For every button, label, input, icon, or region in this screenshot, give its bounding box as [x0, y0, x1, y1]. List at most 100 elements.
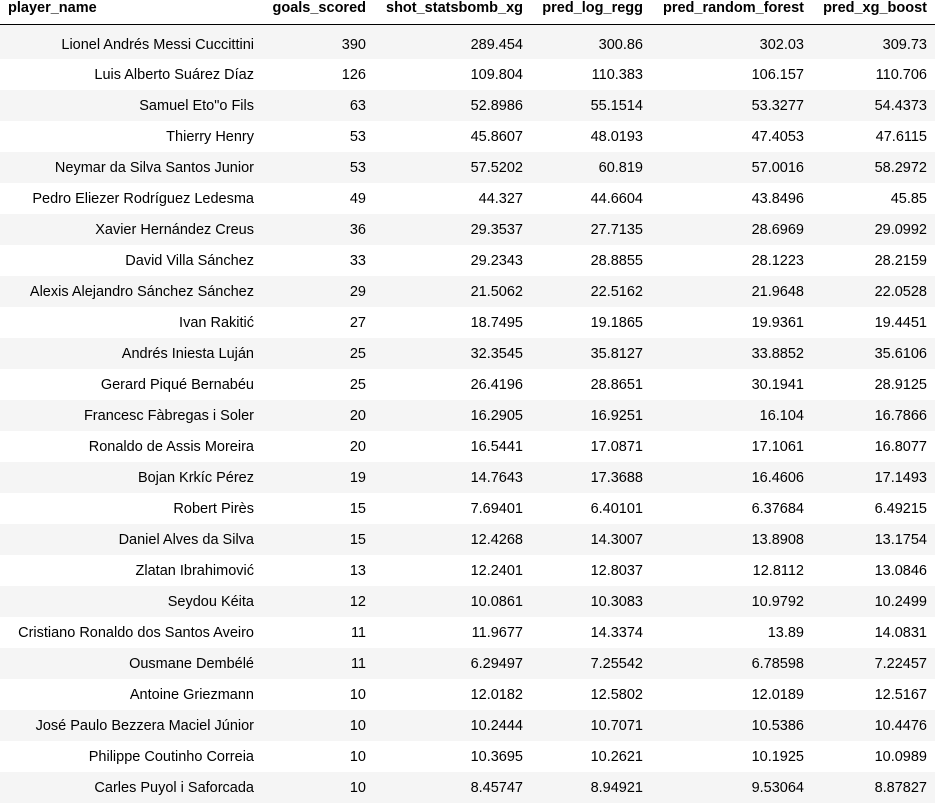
cell-pred-xg-boost: 10.4476: [874, 717, 927, 734]
cell-goals-scored: 19: [349, 469, 366, 486]
cell-pred-xg-boost: 47.6115: [875, 128, 927, 145]
cell-pred-log-regg: 19.1865: [590, 314, 643, 331]
cell-shot-statsbomb-xg: 29.3537: [470, 221, 523, 238]
cell-goals-scored: 49: [349, 190, 366, 207]
table-row: Xavier Hernández Creus 36 29.3537 27.7135 28…: [0, 214, 935, 245]
cell-pred-log-regg: 10.2621: [590, 748, 643, 765]
cell-pred-log-regg: 28.8855: [590, 252, 643, 269]
cell-pred-random-forest: 10.5386: [751, 717, 804, 734]
table-row: Cristiano Ronaldo dos Santos Aveiro 11 11.…: [0, 617, 935, 648]
table-header: player_name goals_scored shot_statsbomb_…: [0, 0, 935, 24]
cell-shot-statsbomb-xg: 21.5062: [470, 283, 523, 300]
cell-pred-random-forest: 12.0189: [751, 686, 804, 703]
cell-player-name: Samuel Eto"o Fils: [139, 97, 254, 114]
header-goals-scored: goals_scored: [272, 0, 367, 16]
cell-pred-log-regg: 44.6604: [590, 190, 643, 207]
cell-goals-scored: 10: [349, 717, 366, 734]
header-shot-statsbomb-xg: shot_statsbomb_xg: [386, 0, 523, 16]
cell-pred-log-regg: 14.3007: [590, 531, 643, 548]
cell-shot-statsbomb-xg: 44.327: [478, 190, 523, 207]
cell-goals-scored: 53: [349, 128, 366, 145]
table-row: Antoine Griezmann 10 12.0182 12.5802 12.0189…: [0, 679, 935, 710]
cell-goals-scored: 10: [349, 779, 366, 796]
cell-pred-random-forest: 33.8852: [751, 345, 804, 362]
cell-player-name: Antoine Griezmann: [129, 686, 254, 703]
table-row: Neymar da Silva Santos Junior 53 57.5202 60…: [0, 152, 935, 183]
table-row: Ronaldo de Assis Moreira 20 16.5441 17.0871…: [0, 431, 935, 462]
header-pred-xg-boost: pred_xg_boost: [823, 0, 927, 16]
table-row: Andrés Iniesta Luján 25 32.3545 35.8127 33.8…: [0, 338, 935, 369]
cell-pred-xg-boost: 13.0846: [874, 562, 927, 579]
cell-pred-log-regg: 7.25542: [590, 655, 643, 672]
cell-player-name: Lionel Andrés Messi Cuccittini: [61, 36, 254, 53]
cell-pred-log-regg: 12.5802: [590, 686, 643, 703]
cell-goals-scored: 13: [349, 562, 366, 579]
table-body: Lionel Andrés Messi Cuccittini 390 289.454…: [0, 24, 935, 803]
cell-pred-random-forest: 6.37684: [751, 500, 804, 517]
cell-pred-random-forest: 21.9648: [751, 283, 804, 300]
cell-pred-random-forest: 6.78598: [751, 655, 804, 672]
cell-pred-xg-boost: 19.4451: [874, 314, 927, 331]
cell-pred-log-regg: 27.7135: [590, 221, 643, 238]
cell-pred-log-regg: 17.3688: [590, 469, 643, 486]
cell-pred-xg-boost: 10.2499: [874, 593, 927, 610]
cell-shot-statsbomb-xg: 10.3695: [470, 748, 523, 765]
table-row: Seydou Kéita 12 10.0861 10.3083 10.9792 10.24…: [0, 586, 935, 617]
cell-pred-xg-boost: 54.4373: [874, 97, 927, 114]
cell-pred-random-forest: 17.1061: [751, 438, 804, 455]
cell-pred-log-regg: 14.3374: [590, 624, 643, 641]
cell-shot-statsbomb-xg: 109.804: [470, 66, 523, 83]
cell-pred-random-forest: 43.8496: [751, 190, 804, 207]
cell-goals-scored: 25: [349, 376, 366, 393]
cell-goals-scored: 10: [349, 686, 366, 703]
cell-shot-statsbomb-xg: 289.454: [470, 36, 523, 53]
cell-player-name: Ronaldo de Assis Moreira: [88, 438, 254, 455]
cell-goals-scored: 126: [341, 66, 366, 83]
table-row: José Paulo Bezzera Maciel Júnior 10 10.244…: [0, 710, 935, 741]
cell-pred-xg-boost: 29.0992: [874, 221, 927, 238]
cell-goals-scored: 390: [341, 36, 366, 53]
cell-pred-xg-boost: 12.5167: [874, 686, 927, 703]
cell-pred-log-regg: 35.8127: [590, 345, 643, 362]
table-row: Philippe Coutinho Correia 10 10.3695 10.262…: [0, 741, 935, 772]
cell-player-name: Pedro Eliezer Rodríguez Ledesma: [32, 190, 254, 207]
cell-goals-scored: 15: [349, 531, 366, 548]
cell-player-name: Philippe Coutinho Correia: [88, 748, 254, 765]
cell-shot-statsbomb-xg: 10.2444: [470, 717, 523, 734]
cell-player-name: Francesc Fàbregas i Soler: [83, 407, 254, 424]
cell-pred-log-regg: 12.8037: [590, 562, 643, 579]
cell-pred-xg-boost: 22.0528: [874, 283, 927, 300]
cell-pred-xg-boost: 10.0989: [874, 748, 927, 765]
cell-player-name: Cristiano Ronaldo dos Santos Aveiro: [18, 624, 254, 641]
cell-goals-scored: 36: [349, 221, 366, 238]
cell-pred-xg-boost: 35.6106: [874, 345, 927, 362]
cell-pred-xg-boost: 28.2159: [874, 252, 927, 269]
cell-shot-statsbomb-xg: 26.4196: [470, 376, 523, 393]
cell-pred-xg-boost: 28.9125: [874, 376, 927, 393]
cell-pred-log-regg: 17.0871: [590, 438, 643, 455]
cell-goals-scored: 10: [349, 748, 366, 765]
cell-goals-scored: 15: [349, 500, 366, 517]
table-row: Francesc Fàbregas i Soler 20 16.2905 16.925…: [0, 400, 935, 431]
cell-player-name: Daniel Alves da Silva: [118, 531, 254, 548]
cell-player-name: Alexis Alejandro Sánchez Sánchez: [29, 283, 254, 300]
cell-shot-statsbomb-xg: 16.5441: [470, 438, 523, 455]
cell-shot-statsbomb-xg: 7.69401: [470, 500, 523, 517]
cell-player-name: Gerard Piqué Bernabéu: [100, 376, 254, 393]
cell-pred-xg-boost: 13.1754: [874, 531, 927, 548]
cell-goals-scored: 25: [349, 345, 366, 362]
cell-pred-random-forest: 19.9361: [751, 314, 804, 331]
cell-player-name: David Villa Sánchez: [125, 252, 254, 269]
cell-goals-scored: 20: [349, 438, 366, 455]
cell-shot-statsbomb-xg: 10.0861: [470, 593, 523, 610]
cell-pred-random-forest: 57.0016: [751, 159, 804, 176]
cell-player-name: Robert Pirès: [173, 500, 254, 517]
cell-player-name: Andrés Iniesta Luján: [121, 345, 254, 362]
table-row: Lionel Andrés Messi Cuccittini 390 289.454…: [0, 24, 935, 59]
cell-pred-random-forest: 13.8908: [751, 531, 804, 548]
cell-pred-log-regg: 55.1514: [590, 97, 643, 114]
table-row: Bojan Krkíc Pérez 19 14.7643 17.3688 16.4606…: [0, 462, 935, 493]
cell-shot-statsbomb-xg: 52.8986: [470, 97, 523, 114]
table-row: Ivan Rakitić 27 18.7495 19.1865 19.9361 19.44…: [0, 307, 935, 338]
cell-pred-random-forest: 302.03: [759, 36, 804, 53]
